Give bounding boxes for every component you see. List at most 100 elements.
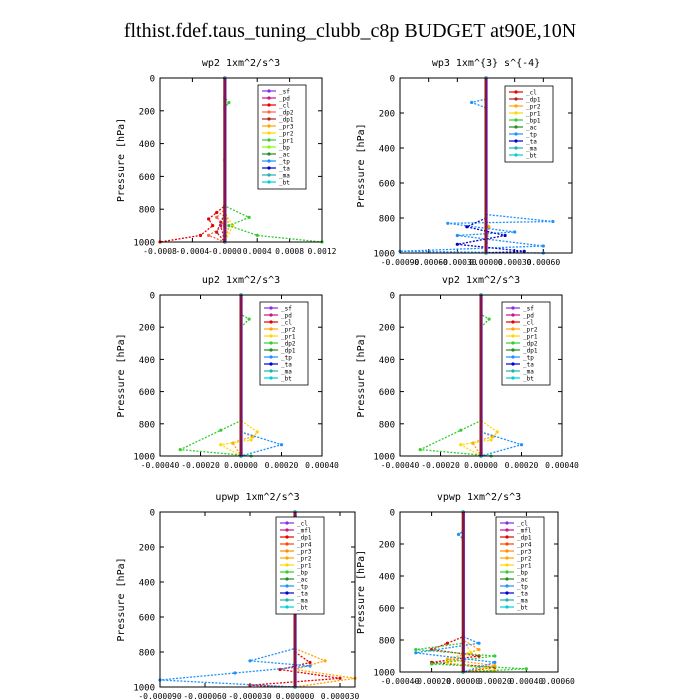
- x-tick-label: 0.00060: [526, 258, 560, 267]
- series-line-pr1: [218, 295, 259, 457]
- legend-entry: _dp2: [281, 341, 296, 348]
- chart-title: up2 1xm^2/s^3: [202, 275, 280, 286]
- legend-marker: [267, 159, 271, 163]
- legend-entry: _bt: [517, 605, 528, 612]
- y-tick-label: 800: [139, 649, 155, 659]
- series-point-pr1: [489, 438, 493, 442]
- series-point-tp: [455, 233, 459, 238]
- series-point-tp: [414, 651, 418, 655]
- legend-marker: [505, 535, 509, 539]
- series-point-ta: [503, 233, 507, 238]
- x-tick-label: 0.00040: [510, 677, 544, 686]
- legend-entry: _pd: [279, 96, 290, 103]
- series-point-cl: [215, 210, 219, 215]
- x-tick-label: 0.00000: [464, 461, 498, 470]
- legend-entry: _pr4: [517, 542, 532, 549]
- legend-entry: _pr2: [523, 327, 538, 334]
- legend-marker: [285, 556, 289, 560]
- series-point-bp: [493, 654, 497, 658]
- series-point-dp1: [338, 676, 342, 680]
- legend-entry: _cl: [523, 320, 534, 327]
- y-tick-label: 0: [150, 75, 155, 85]
- legend-entry: _bp1: [526, 118, 541, 125]
- y-tick-label: 200: [379, 324, 395, 334]
- legend-marker: [285, 542, 289, 546]
- legend-marker: [511, 334, 515, 338]
- legend-entry: _pr2: [297, 556, 312, 563]
- x-tick-label: 0.00040: [305, 461, 339, 470]
- legend-marker: [505, 542, 509, 546]
- legend-entry: _bp: [517, 570, 528, 577]
- legend-marker: [514, 111, 518, 115]
- legend-marker: [511, 306, 515, 310]
- legend: _sf_pd_cl_pr2_pr1_dp2_dp1_tp_ta_ma_bt: [501, 301, 551, 386]
- legend-marker: [267, 96, 271, 100]
- x-tick-label: 0.00040: [545, 461, 579, 470]
- x-tick-label: -0.0000: [208, 247, 242, 256]
- legend-entry: _bt: [523, 376, 534, 383]
- plot-frame: [399, 511, 559, 673]
- series-point-tp: [308, 664, 312, 668]
- y-tick-label: 600: [379, 180, 395, 190]
- y-tick-label: 0: [390, 509, 395, 519]
- legend-entry: _pr2: [526, 104, 541, 111]
- x-tick-label: 0.00000: [446, 677, 480, 686]
- legend-entry: _ac: [279, 152, 290, 159]
- chart-title: upwp 1xm^2/s^3: [215, 492, 299, 503]
- legend-marker: [267, 166, 271, 170]
- legend-entry: _ta: [279, 166, 290, 173]
- legend-entry: _pr1: [526, 111, 541, 118]
- legend-entry: _ma: [279, 173, 290, 180]
- y-tick-label: 600: [379, 388, 395, 398]
- legend-entry: _pr3: [297, 549, 312, 556]
- series-point-dp2: [459, 428, 463, 432]
- y-tick-label: 800: [139, 420, 155, 430]
- legend-marker: [269, 313, 273, 317]
- legend-marker: [267, 145, 271, 149]
- legend-entry: _dp2: [279, 110, 294, 117]
- legend: _sf_pd_cl_dp2_dp1_pr3_pr2_pr1_bp_ac_tp_t…: [257, 84, 307, 190]
- series-point-pr1: [227, 101, 231, 105]
- series-point-dp2: [207, 233, 211, 237]
- legend-entry: _ac: [297, 577, 308, 584]
- legend-entry: _tp: [279, 159, 290, 166]
- y-tick-label: 800: [379, 637, 395, 647]
- legend-entry: _pr4: [297, 542, 312, 549]
- series-line-dp2: [417, 295, 492, 457]
- series-point-cl: [207, 217, 211, 221]
- y-tick-label: 1000: [373, 453, 395, 463]
- series-point-tp: [248, 659, 252, 663]
- legend-entry: _bp: [297, 570, 308, 577]
- series-point-pr1: [219, 443, 223, 447]
- legend-marker: [267, 138, 271, 142]
- legend-entry: _dp1: [517, 535, 532, 542]
- series-point-bp: [430, 662, 434, 666]
- legend-marker: [285, 570, 289, 574]
- series-point-dp2: [418, 448, 422, 452]
- legend-marker: [514, 90, 518, 94]
- legend-marker: [505, 528, 509, 532]
- legend-marker: [267, 124, 271, 128]
- chart-title: vpwp 1xm^2/s^3: [437, 492, 521, 503]
- legend-entry: _pr1: [297, 563, 312, 570]
- series-point-dp2: [219, 428, 223, 432]
- legend: _cl_mfl_dp1_pr4_pr3_pr2_pr1_bp_ac_tp_ta_…: [275, 516, 325, 615]
- x-tick-label: 0.0012: [308, 247, 337, 256]
- legend-marker: [511, 327, 515, 331]
- legend-box: [257, 84, 307, 190]
- x-tick-label: -0.00040: [381, 461, 420, 470]
- series-point-dp2: [247, 317, 251, 321]
- legend-entry: _ta: [517, 591, 528, 598]
- y-tick-label: 200: [139, 544, 155, 554]
- y-tick-label: 400: [139, 140, 155, 150]
- x-tick-label: 0.00030: [498, 258, 532, 267]
- y-axis-label: Pressure [hPa]: [116, 118, 127, 202]
- x-tick-label: -0.00040: [381, 677, 420, 686]
- y-axis-label: Pressure [hPa]: [116, 557, 127, 641]
- legend-entry: _ma: [523, 369, 534, 376]
- legend-marker: [269, 306, 273, 310]
- y-tick-label: 800: [139, 206, 155, 216]
- series-point-tp: [233, 671, 237, 675]
- chart-title: vp2 1xm^2/s^3: [442, 275, 520, 286]
- y-tick-label: 0: [390, 292, 395, 302]
